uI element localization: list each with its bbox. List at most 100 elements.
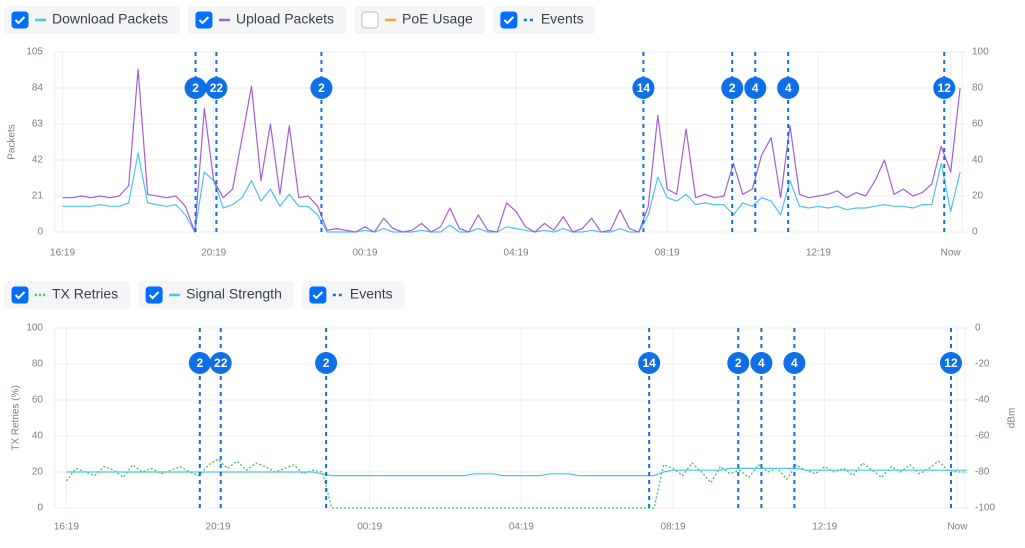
x-tick-label: 04:19 <box>509 522 534 533</box>
event-count: 12 <box>944 356 958 370</box>
x-tick-label: 20:19 <box>206 522 231 533</box>
checkbox[interactable] <box>500 11 518 29</box>
event-marker[interactable] <box>727 352 750 374</box>
event-count: 14 <box>637 81 651 95</box>
legend-label: Signal Strength <box>186 286 282 302</box>
x-tick-label: 16:19 <box>50 248 75 259</box>
checkbox[interactable] <box>145 286 163 304</box>
event-count: 2 <box>735 356 742 370</box>
legend-item[interactable]: Events <box>301 281 405 309</box>
checkbox[interactable] <box>361 11 379 29</box>
event-marker[interactable] <box>205 77 228 99</box>
x-tick-label: Now <box>947 522 968 533</box>
legend-item[interactable]: Events <box>492 6 596 34</box>
event-marker[interactable] <box>933 77 956 99</box>
y-tick-label: 0 <box>37 227 43 238</box>
legend-label: Events <box>541 11 584 27</box>
legend-chip <box>187 6 347 34</box>
event-count: 4 <box>785 81 792 95</box>
y-tick-label: 21 <box>32 191 44 202</box>
event-count: 4 <box>791 356 798 370</box>
legend-label: TX Retries <box>52 286 118 302</box>
y-tick-label: 105 <box>26 47 43 58</box>
x-tick-label: 20:19 <box>201 248 226 259</box>
checkbox[interactable] <box>309 286 327 304</box>
legend-item[interactable]: Upload Packets <box>187 6 347 34</box>
y2-tick-label: 20 <box>972 191 984 202</box>
event-marker[interactable] <box>638 352 661 374</box>
check-icon <box>503 16 515 25</box>
legend-item[interactable]: TX Retries <box>4 281 131 309</box>
y-tick-label: 100 <box>26 323 43 334</box>
event-count: 12 <box>938 81 952 95</box>
y-tick-label: 20 <box>32 467 44 478</box>
x-tick-label: 00:19 <box>357 522 382 533</box>
x-tick-label: 12:19 <box>806 248 831 259</box>
legend-item[interactable]: PoE Usage <box>354 6 485 34</box>
event-marker[interactable] <box>750 352 773 374</box>
y2-tick-label: 40 <box>972 155 984 166</box>
x-tick-label: 12:19 <box>812 522 837 533</box>
y2-tick-label: 0 <box>975 323 981 334</box>
y2-tick-label: -100 <box>975 503 995 514</box>
event-marker[interactable] <box>310 77 333 99</box>
y-tick-label: 42 <box>32 155 44 166</box>
event-count: 2 <box>192 81 199 95</box>
event-marker[interactable] <box>315 352 338 374</box>
x-tick-label: 08:19 <box>661 522 686 533</box>
event-count: 22 <box>210 81 224 95</box>
series-line <box>62 152 961 233</box>
event-marker[interactable] <box>783 352 806 374</box>
y2-tick-label: 60 <box>972 119 984 130</box>
check-icon <box>14 291 26 300</box>
y2-tick-label: -20 <box>975 359 990 370</box>
legend-chip <box>492 6 596 34</box>
x-tick-label: 00:19 <box>352 248 377 259</box>
event-marker[interactable] <box>209 352 232 374</box>
legend-chip <box>354 6 485 34</box>
legend-item[interactable]: Signal Strength <box>138 281 294 309</box>
event-count: 4 <box>752 81 759 95</box>
y-tick-label: 63 <box>32 119 44 130</box>
y2-axis-label: dBm <box>1007 408 1018 429</box>
legend-chip <box>4 6 180 34</box>
legend-label: Events <box>350 286 393 302</box>
event-count: 2 <box>196 356 203 370</box>
x-tick-label: 04:19 <box>504 248 529 259</box>
event-marker[interactable] <box>744 77 767 99</box>
checkbox[interactable] <box>195 11 213 29</box>
series-line <box>65 458 967 509</box>
event-marker[interactable] <box>188 352 211 374</box>
legend-label: PoE Usage <box>402 11 473 27</box>
event-marker[interactable] <box>632 77 655 99</box>
event-count: 22 <box>214 356 228 370</box>
event-marker[interactable] <box>939 352 962 374</box>
checkbox[interactable] <box>11 286 29 304</box>
y2-tick-label: -60 <box>975 431 990 442</box>
check-icon <box>312 291 324 300</box>
legend-item[interactable]: Download Packets <box>4 6 180 34</box>
checkbox[interactable] <box>11 11 29 29</box>
y-tick-label: 80 <box>32 359 44 370</box>
y-tick-label: 84 <box>32 83 44 94</box>
series-line <box>62 68 961 233</box>
check-icon <box>198 16 210 25</box>
event-marker[interactable] <box>777 77 800 99</box>
y-axis-label: Packets <box>7 124 18 160</box>
y2-tick-label: 100 <box>972 47 989 58</box>
legend-chip <box>301 281 405 309</box>
legend-chip <box>138 281 294 309</box>
event-count: 14 <box>642 356 656 370</box>
y-tick-label: 60 <box>32 395 44 406</box>
series-line <box>66 467 967 477</box>
event-count: 4 <box>758 356 765 370</box>
event-count: 2 <box>323 356 330 370</box>
y2-tick-label: 80 <box>972 83 984 94</box>
event-marker[interactable] <box>184 77 207 99</box>
legend-label: Download Packets <box>52 11 168 27</box>
check-icon <box>14 16 26 25</box>
legend-chip <box>4 281 131 309</box>
event-count: 2 <box>318 81 325 95</box>
event-marker[interactable] <box>721 77 744 99</box>
